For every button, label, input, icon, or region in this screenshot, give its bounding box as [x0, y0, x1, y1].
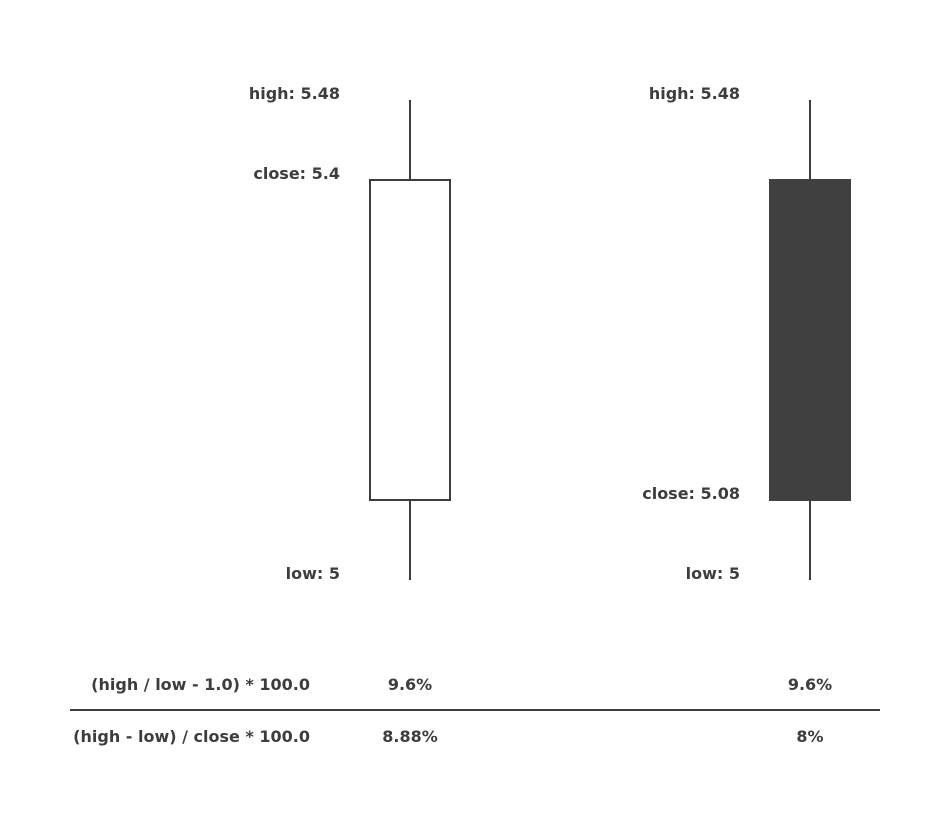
- high-label: high: 5.48: [649, 84, 740, 103]
- formula-table: (high / low - 1.0) * 100.0 9.6% 9.6% (hi…: [70, 675, 880, 746]
- candle-bearish: high: 5.48 close: 5.08 low: 5: [642, 84, 851, 583]
- close-label: close: 5.4: [253, 164, 340, 183]
- formula-label: (high / low - 1.0) * 100.0: [91, 675, 310, 694]
- table-cell: 8%: [796, 727, 823, 746]
- table-cell: 9.6%: [788, 675, 832, 694]
- candle-body: [369, 179, 451, 501]
- candle-body: [769, 179, 851, 501]
- low-label: low: 5: [686, 564, 740, 583]
- formula-label: (high - low) / close * 100.0: [73, 727, 310, 746]
- candle-bullish: high: 5.48 close: 5.4 low: 5: [249, 84, 451, 583]
- table-cell: 9.6%: [388, 675, 432, 694]
- high-label: high: 5.48: [249, 84, 340, 103]
- low-label: low: 5: [286, 564, 340, 583]
- close-label: close: 5.08: [642, 484, 740, 503]
- table-cell: 8.88%: [382, 727, 438, 746]
